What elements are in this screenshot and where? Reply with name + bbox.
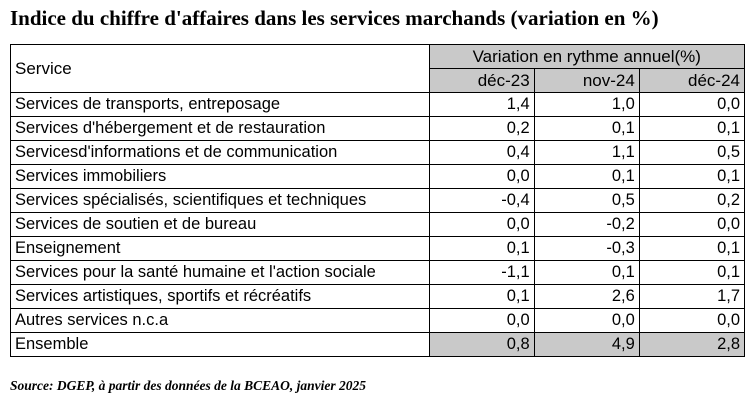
table-row: Autres services n.c.a 0,0 0,0 0,0	[10, 308, 746, 333]
table-row: Services immobiliers 0,0 0,1 0,1	[10, 164, 746, 189]
value-cell: 2,6	[533, 284, 640, 309]
service-column-header: Service	[10, 44, 430, 93]
table-row: Services d'hébergement et de restauratio…	[10, 116, 746, 141]
service-name-cell: Services immobiliers	[10, 164, 430, 189]
value-cell: 1,0	[533, 92, 640, 117]
value-cell: 0,0	[428, 212, 535, 237]
service-name-cell: Services de soutien et de bureau	[10, 212, 430, 237]
total-row: Ensemble 0,8 4,9 2,8	[10, 332, 746, 357]
service-name-cell: Services artistiques, sportifs et récréa…	[10, 284, 430, 309]
value-cell: 0,1	[428, 284, 535, 309]
table-row: Servicesd'informations et de communicati…	[10, 140, 746, 165]
value-cell: 0,1	[428, 236, 535, 261]
value-cell: -1,1	[428, 260, 535, 285]
value-cell: 0,5	[533, 188, 640, 213]
table-row: Services pour la santé humaine et l'acti…	[10, 260, 746, 285]
service-name-cell: Services de transports, entreposage	[10, 92, 430, 117]
value-cell: 0,2	[428, 116, 535, 141]
value-cell: 0,1	[533, 260, 640, 285]
period-header-dec-24: déc-24	[638, 68, 746, 93]
table-row: Services spécialisés, scientifiques et t…	[10, 188, 746, 213]
source-note: Source: DGEP, à partir des données de la…	[10, 378, 367, 393]
service-name-cell: Services d'hébergement et de restauratio…	[10, 116, 430, 141]
value-cell: 0,0	[428, 164, 535, 189]
value-cell: 0,1	[638, 236, 746, 261]
service-name-cell: Services spécialisés, scientifiques et t…	[10, 188, 430, 213]
value-cell: 0,1	[533, 164, 640, 189]
value-cell: 0,0	[638, 212, 746, 237]
service-name-cell: Services pour la santé humaine et l'acti…	[10, 260, 430, 285]
value-cell: 0,0	[533, 308, 640, 333]
value-cell: 0,1	[638, 116, 746, 141]
value-cell: 0,0	[638, 308, 746, 333]
value-cell: 0,0	[428, 308, 535, 333]
total-label: Ensemble	[10, 332, 430, 357]
table-row: Services de transports, entreposage 1,4 1,…	[10, 92, 746, 117]
table-row: Enseignement 0,1 -0,3 0,1	[10, 236, 746, 261]
value-cell: -0,2	[533, 212, 640, 237]
value-cell: 0,1	[638, 260, 746, 285]
table-body: Services de transports, entreposage 1,4 1,…	[10, 92, 746, 333]
value-cell: 0,5	[638, 140, 746, 165]
value-cell: 1,4	[428, 92, 535, 117]
total-value-dec-23: 0,8	[428, 332, 535, 357]
total-value-dec-24: 2,8	[638, 332, 746, 357]
value-cell: 1,7	[638, 284, 746, 309]
value-cell: -0,3	[533, 236, 640, 261]
value-cell: 0,1	[638, 164, 746, 189]
value-cell: 0,2	[638, 188, 746, 213]
table-row: Services artistiques, sportifs et récréa…	[10, 284, 746, 309]
value-cell: 1,1	[533, 140, 640, 165]
value-cell: 0,0	[638, 92, 746, 117]
service-name-cell: Servicesd'informations et de communicati…	[10, 140, 430, 165]
value-cell: -0,4	[428, 188, 535, 213]
value-cell: 0,4	[428, 140, 535, 165]
services-revenue-table: Service Variation en rythme annuel(%) dé…	[10, 44, 746, 357]
period-header-dec-23: déc-23	[428, 68, 535, 93]
variation-group-header: Variation en rythme annuel(%)	[428, 44, 746, 69]
value-cell: 0,1	[533, 116, 640, 141]
period-header-nov-24: nov-24	[533, 68, 640, 93]
table-title: Indice du chiffre d'affaires dans les se…	[10, 6, 659, 30]
service-name-cell: Enseignement	[10, 236, 430, 261]
total-value-nov-24: 4,9	[533, 332, 640, 357]
table-row: Services de soutien et de bureau 0,0 -0,2 0…	[10, 212, 746, 237]
service-name-cell: Autres services n.c.a	[10, 308, 430, 333]
